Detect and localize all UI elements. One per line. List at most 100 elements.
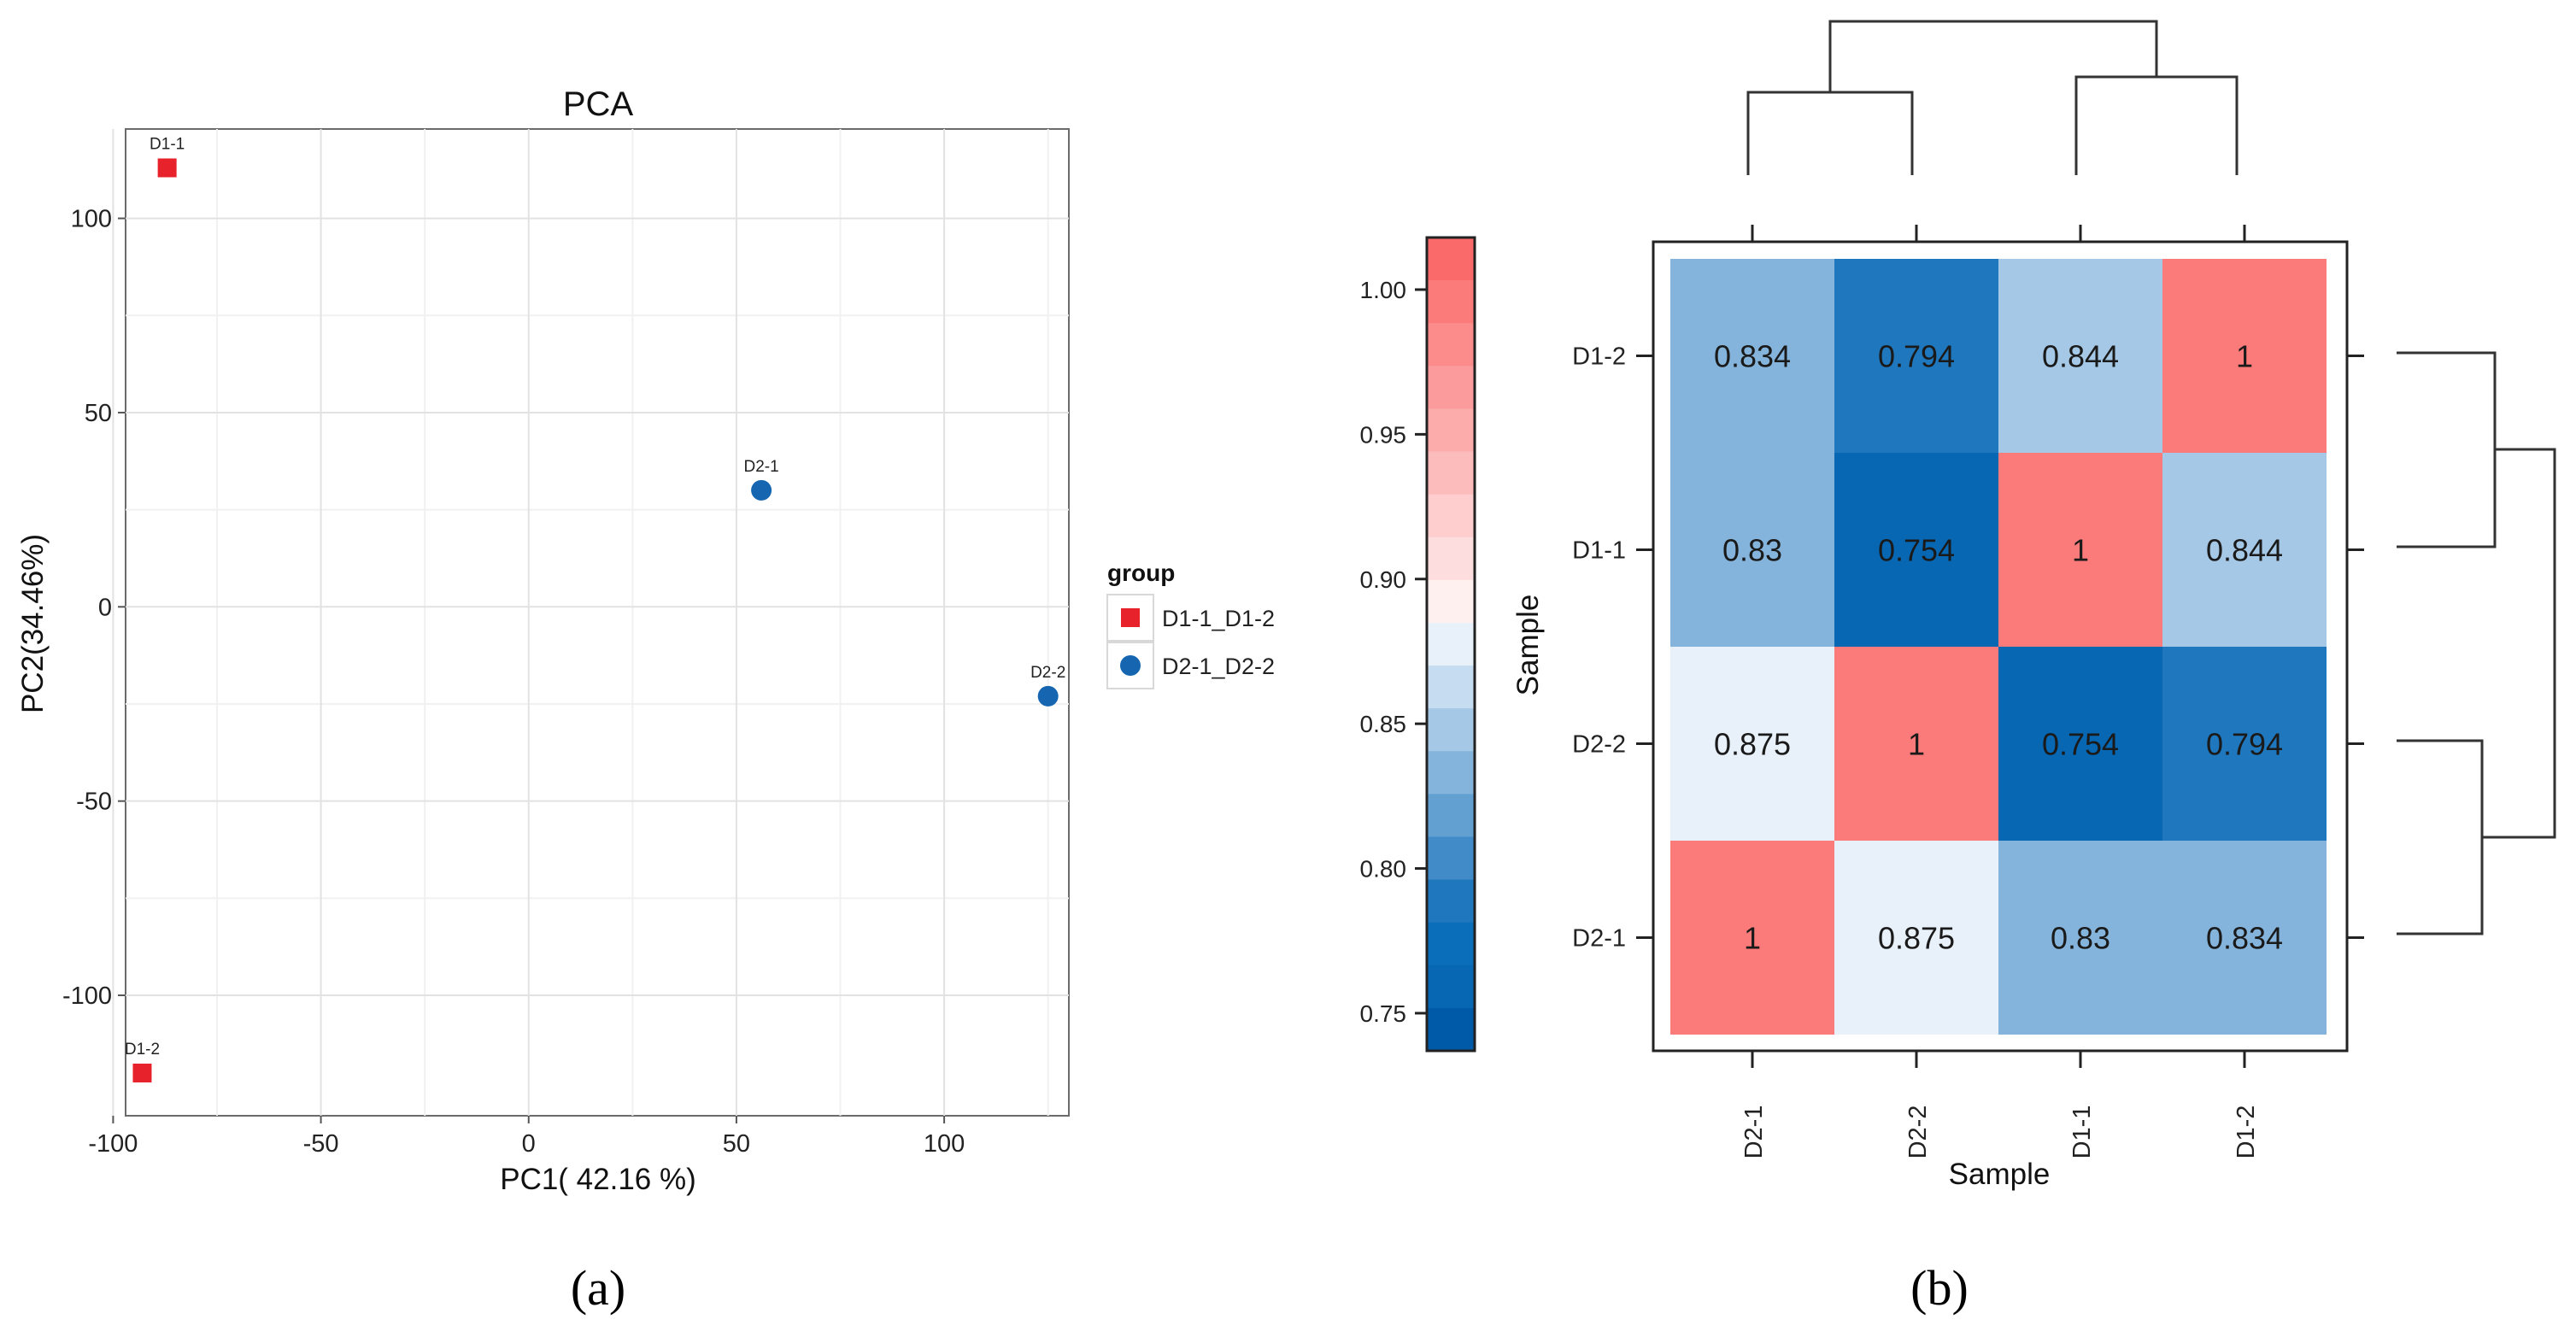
heatmap-cell: [1834, 841, 1998, 1035]
legend-label-d2: D2-1_D2-2: [1162, 654, 1275, 679]
heatmap-y-tick-label: D2-1: [1572, 925, 1626, 953]
heatmap-cell-label: 1: [2236, 339, 2253, 374]
y-tick-label: -50: [76, 789, 112, 816]
pca-y-axis: -100 -50 0 50 100: [62, 206, 126, 1010]
pca-gridlines: [112, 129, 1069, 1116]
heatmap-cell: [2162, 647, 2327, 841]
heatmap-cell-label: 0.83: [1722, 533, 1782, 568]
y-tick-label: -100: [62, 982, 112, 1010]
colorbar-swatch: [1427, 666, 1475, 709]
heatmap-cell: [1834, 259, 1998, 453]
colorbar-swatch: [1427, 879, 1475, 924]
heatmap-cell: [2162, 259, 2327, 453]
colorbar-swatch: [1427, 622, 1475, 666]
legend-title: group: [1107, 560, 1175, 586]
pca-point-D1-2: [132, 1063, 152, 1082]
x-tick-label: 50: [723, 1130, 750, 1158]
y-tick-label: 50: [85, 400, 112, 427]
colorbar-swatch: [1427, 579, 1475, 624]
legend-label-d1: D1-1_D1-2: [1162, 606, 1275, 631]
heatmap-y-tick-label: D1-2: [1572, 343, 1626, 371]
heatmap-cell: [2162, 841, 2327, 1035]
colorbar-swatch: [1427, 366, 1475, 409]
colorbar-tick-label: 0.80: [1360, 856, 1407, 883]
colorbar-swatch: [1427, 708, 1475, 752]
pca-point-label: D1-1: [150, 135, 185, 153]
colorbar-swatch: [1427, 408, 1475, 453]
heatmap-x-axis: D2-1 D2-2 D1-1 D1-2: [1740, 225, 2260, 1158]
y-tick-label: 100: [71, 206, 112, 233]
heatmap-cell: [1670, 841, 1834, 1035]
heatmap-cell-label: 0.754: [1878, 533, 1955, 568]
heatmap-cell: [1998, 259, 2162, 453]
colorbar-swatch: [1427, 494, 1475, 538]
dendro-branch-rows-d2: [2397, 739, 2484, 935]
colorbar-tick-label: 0.90: [1360, 566, 1407, 593]
pca-point-D2-1: [751, 479, 772, 501]
heatmap-x-tick-label: D2-2: [1904, 1105, 1932, 1159]
heatmap-cell: [1998, 647, 2162, 841]
pca-point-D2-2: [1037, 685, 1059, 707]
panel-label-b: (b): [1910, 1260, 1969, 1316]
column-dendrogram: [1746, 20, 2239, 175]
heatmap-cell: [1670, 453, 1834, 647]
heatmap-cell: [1834, 647, 1998, 841]
heatmap-x-tick-label: D1-1: [2068, 1105, 2096, 1159]
colorbar-swatch: [1427, 280, 1475, 324]
heatmap-y-tick-label: D2-2: [1572, 731, 1626, 759]
colorbar-swatch: [1427, 751, 1475, 795]
heatmap-cell: [1834, 453, 1998, 647]
heatmap-cell: [1998, 841, 2162, 1035]
heatmap-cell-label: 0.754: [2042, 727, 2119, 762]
colorbar-swatch: [1427, 922, 1475, 966]
heatmap-cell: [1670, 647, 1834, 841]
colorbar-ticks: 1.00 0.95 0.90 0.85 0.80 0.75: [1360, 277, 1427, 1027]
colorbar-swatch: [1427, 965, 1475, 1009]
colorbar-tick-label: 0.75: [1360, 1000, 1407, 1027]
x-tick-label: -50: [303, 1130, 339, 1158]
heatmap-cell-label: 0.844: [2206, 533, 2283, 568]
pca-y-axis-label: PC2(34.46%): [16, 534, 50, 713]
pca-x-axis: -100 -50 0 50 100: [88, 1116, 965, 1158]
heatmap-y-axis: D1-2 D1-1 D2-2 D2-1: [1572, 343, 2364, 953]
heatmap-y-tick-label: D1-1: [1572, 537, 1626, 565]
colorbar-swatch: [1427, 794, 1475, 837]
pca-plot-panel: [125, 128, 1070, 1117]
heatmap-cell-label: 0.794: [2206, 727, 2283, 762]
pca-x-axis-label: PC1( 42.16 %): [500, 1163, 696, 1196]
heatmap-cell-label: 0.844: [2042, 339, 2119, 374]
colorbar-tick-label: 0.95: [1360, 421, 1407, 448]
colorbar-swatch: [1427, 1007, 1475, 1052]
heatmap-cell-label: 0.83: [2051, 921, 2110, 956]
dendro-root-top: [1828, 20, 2158, 92]
pca-points: D1-1 D1-2 D2-1 D2-2: [125, 135, 1065, 1082]
heatmap-x-tick-label: D2-1: [1740, 1105, 1768, 1159]
pca-legend: group D1-1_D1-2 D2-1_D2-2: [1106, 560, 1275, 689]
colorbar-swatches: [1427, 238, 1475, 1052]
heatmap-cell: [1670, 259, 1834, 453]
colorbar-swatch: [1427, 323, 1475, 367]
pca-point-label: D1-2: [125, 1041, 160, 1059]
heatmap-cell-label: 1: [1744, 921, 1761, 956]
pca-point-label: D2-2: [1030, 664, 1065, 682]
colorbar-tick-label: 0.85: [1360, 711, 1407, 737]
dendro-branch-d2: [1746, 91, 1914, 175]
legend-key-square: [1121, 608, 1140, 627]
pca-title: PCA: [563, 85, 634, 123]
heatmap-cell-label: 0.834: [2206, 921, 2283, 956]
heatmap-cells: [1670, 259, 2327, 1035]
x-tick-label: 0: [522, 1130, 536, 1158]
heatmap-x-axis-label: Sample: [1949, 1158, 2051, 1191]
heatmap-cell-label: 0.875: [1714, 727, 1791, 762]
row-dendrogram: [2397, 351, 2556, 935]
y-tick-label: 0: [98, 594, 112, 621]
heatmap-cell-label: 0.834: [1714, 339, 1791, 374]
colorbar-swatch: [1427, 537, 1475, 581]
colorbar: 1.00 0.95 0.90 0.85 0.80 0.75: [1360, 236, 1476, 1053]
pca-point-label: D2-1: [744, 458, 779, 476]
colorbar-swatch: [1427, 238, 1475, 281]
heatmap-cell: [1998, 453, 2162, 647]
colorbar-swatch: [1427, 836, 1475, 881]
heatmap-cell-label: 1: [2072, 533, 2089, 568]
